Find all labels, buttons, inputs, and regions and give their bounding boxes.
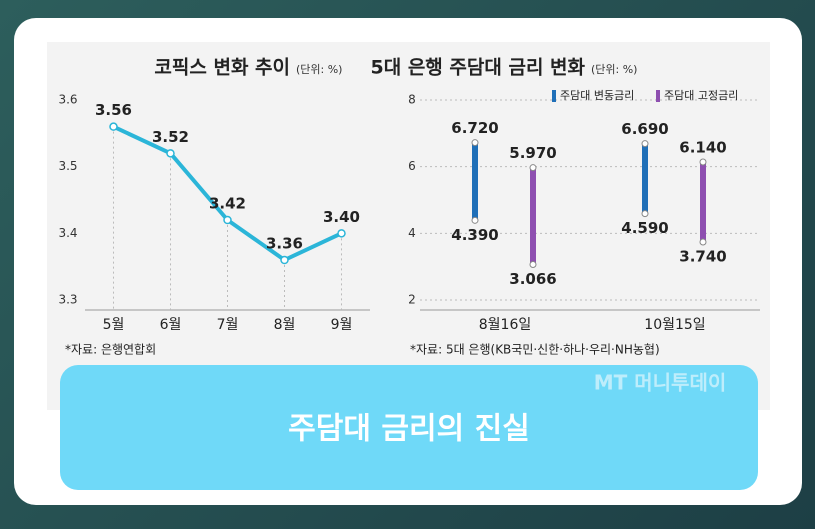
y-tick-label: 8 [408, 93, 416, 107]
y-tick-label: 3.6 [58, 93, 77, 107]
low-label: 3.740 [679, 248, 726, 266]
point [280, 255, 289, 265]
value-label: 3.52 [152, 128, 189, 146]
x-tick-label: 6월 [160, 317, 182, 333]
y-tick-label: 3.4 [58, 226, 77, 240]
low-label: 4.390 [451, 226, 498, 244]
high-label: 6.690 [621, 120, 668, 138]
low-label: 4.590 [621, 219, 668, 237]
high-point [471, 139, 479, 147]
value-label: 3.42 [209, 195, 246, 213]
legend-swatch [552, 90, 556, 102]
value-label: 3.40 [323, 208, 360, 226]
value-label: 3.36 [266, 235, 303, 253]
chart-title: 5대 은행 주담대 금리 변화 [371, 57, 586, 79]
high-point [641, 140, 649, 148]
high-label: 6.140 [679, 139, 726, 157]
value-label: 3.56 [95, 101, 132, 119]
source-note: *자료: 5대 은행(KB국민·신한·하나·우리·NH농협) [410, 342, 660, 357]
unit-label: (단위: %) [296, 63, 342, 76]
caption-banner [60, 365, 758, 490]
point [109, 122, 118, 131]
y-tick-label: 2 [408, 293, 416, 307]
low-label: 3.066 [509, 270, 556, 288]
y-tick-label: 6 [408, 159, 416, 173]
x-tick-label: 8월16일 [479, 317, 531, 333]
point [337, 229, 346, 238]
legend-swatch [656, 90, 660, 102]
x-tick-label: 5월 [103, 317, 125, 333]
high-point [699, 158, 707, 166]
unit-label: (단위: %) [591, 63, 637, 76]
point [223, 215, 232, 225]
legend-label: 주담대 고정금리 [664, 89, 738, 102]
high-label: 5.970 [509, 144, 556, 162]
source-note: *자료: 은행연합회 [65, 342, 156, 357]
y-tick-label: 3.3 [58, 293, 77, 307]
low-point [641, 210, 649, 218]
low-point [529, 260, 537, 268]
high-point [529, 164, 537, 172]
x-tick-label: 9월 [331, 317, 353, 333]
x-tick-label: 8월 [274, 317, 296, 333]
legend-label: 주담대 변동금리 [560, 89, 634, 102]
high-label: 6.720 [451, 119, 498, 137]
chart-panel [47, 42, 770, 410]
y-tick-label: 4 [408, 226, 416, 240]
low-point [699, 238, 707, 246]
x-tick-label: 10월15일 [644, 317, 705, 333]
watermark: MT 머니투데이 [594, 371, 727, 395]
point [166, 149, 175, 158]
y-tick-label: 3.5 [58, 159, 77, 173]
caption: 주담대 금리의 진실 [288, 412, 530, 447]
low-point [471, 216, 479, 224]
x-tick-label: 7월 [217, 317, 239, 333]
chart-title: 코픽스 변화 추이 [154, 57, 290, 79]
